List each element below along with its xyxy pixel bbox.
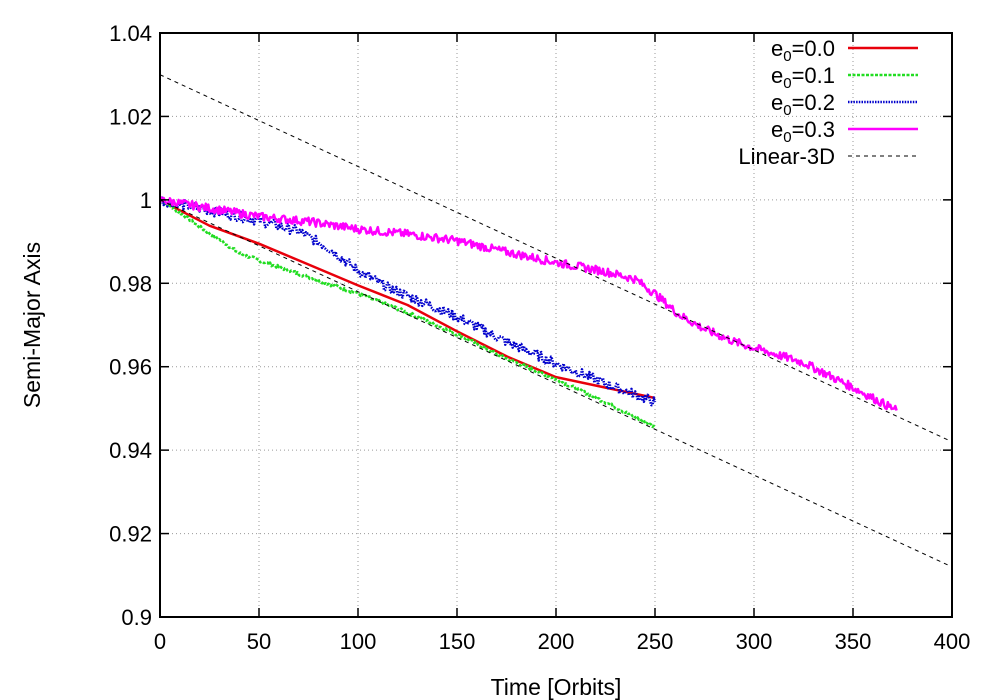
legend-entry-label: e0=0.0 xyxy=(771,36,835,65)
y-tick-label: 0.9 xyxy=(121,605,152,630)
grid xyxy=(160,33,952,617)
x-axis-label: Time [Orbits] xyxy=(491,674,622,700)
y-tick-label: 1 xyxy=(140,188,152,213)
x-tick-label: 0 xyxy=(154,629,166,654)
x-tick-label: 350 xyxy=(835,629,872,654)
legend-entry-label: Linear-3D xyxy=(738,144,835,169)
series-line-3 xyxy=(160,195,898,411)
legend-entry-label: e0=0.1 xyxy=(771,63,835,92)
series-line-4 xyxy=(160,199,952,568)
y-tick-label: 0.96 xyxy=(109,355,152,380)
series-line-5 xyxy=(160,74,952,443)
y-tick-label: 1.02 xyxy=(109,104,152,129)
x-tick-label: 400 xyxy=(934,629,971,654)
y-tick-label: 0.94 xyxy=(109,438,152,463)
y-tick-label: 0.98 xyxy=(109,271,152,296)
x-tick-label: 200 xyxy=(538,629,575,654)
x-tick-label: 100 xyxy=(340,629,377,654)
y-axis-label: Semi-Major Axis xyxy=(19,242,45,408)
x-tick-label: 150 xyxy=(439,629,476,654)
y-tick-label: 0.92 xyxy=(109,522,152,547)
ticks: 0 50 100 150 200 250 300 350 400 0.9 0.92 0.94 0.96 0… xyxy=(109,21,970,654)
x-tick-label: 50 xyxy=(247,629,271,654)
y-tick-label: 1.04 xyxy=(109,21,152,46)
legend-entry-label: e0=0.3 xyxy=(771,117,835,146)
series-line-0 xyxy=(160,198,656,400)
legend-entry-label: e0=0.2 xyxy=(771,90,835,119)
series-line-1 xyxy=(160,198,656,429)
series-layer xyxy=(160,74,952,568)
series-line-2 xyxy=(160,196,657,407)
x-tick-label: 300 xyxy=(736,629,773,654)
x-tick-label: 250 xyxy=(637,629,674,654)
